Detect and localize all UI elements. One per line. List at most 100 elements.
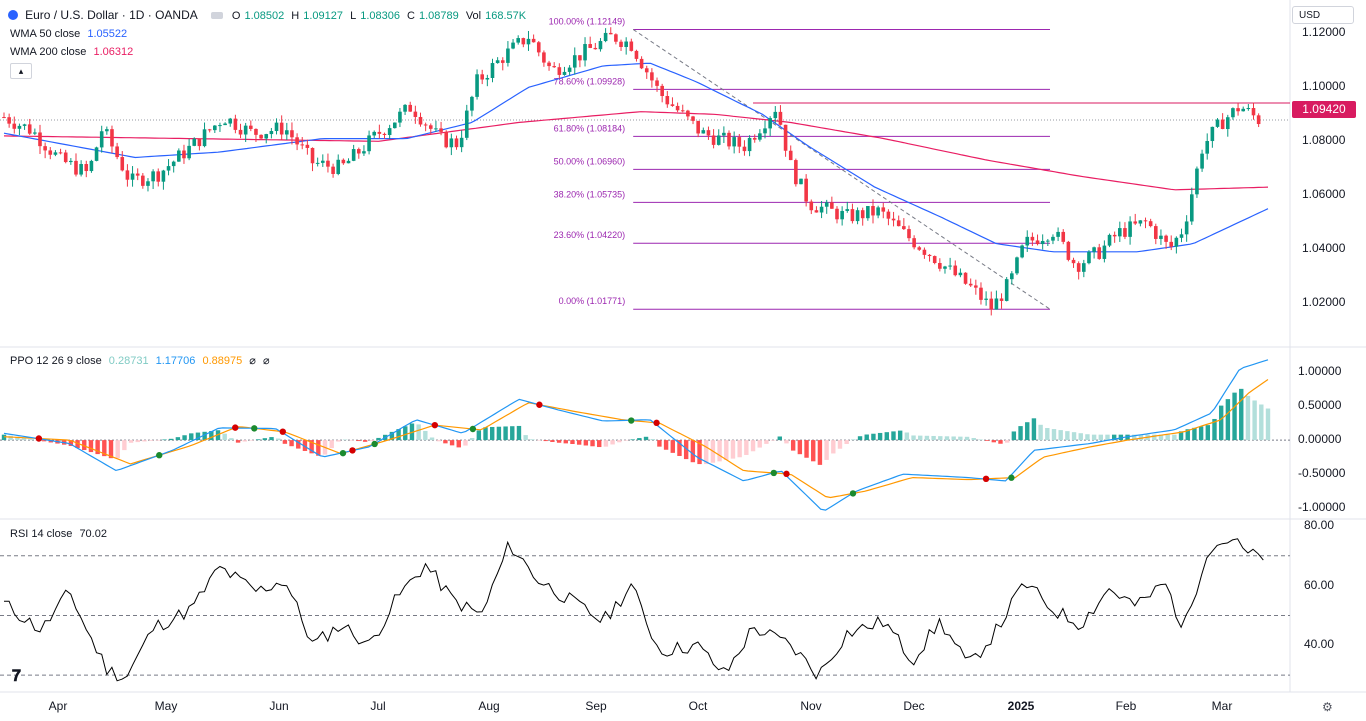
ppo-histogram-bar <box>262 438 268 441</box>
volume-key: Vol <box>465 10 482 22</box>
candle-down <box>578 55 582 61</box>
candle-up <box>824 202 829 207</box>
ppo-histogram-bar <box>777 436 782 441</box>
ppo-histogram-bar <box>623 440 629 441</box>
ppo-histogram-bar <box>1125 434 1130 441</box>
candle-up <box>171 161 176 167</box>
candle-up <box>1010 273 1014 280</box>
candle-up <box>506 48 510 63</box>
candle-down <box>896 220 901 227</box>
candle-up <box>351 149 356 161</box>
candle-down <box>1076 263 1081 272</box>
ppo-histogram-bar <box>630 439 635 441</box>
dash-icon <box>210 12 223 19</box>
ppo-histogram-bar <box>443 440 448 444</box>
candle-down <box>382 133 387 136</box>
candle-down <box>428 125 433 129</box>
hidden-value-icon: ⌀ <box>249 355 256 367</box>
ppo-histogram-bar <box>510 426 515 441</box>
ppo-histogram-bar <box>951 436 956 441</box>
ppo-histogram-bar <box>316 440 321 456</box>
ppo-histogram-bar <box>851 439 856 441</box>
ppo-cross-dot <box>279 428 286 435</box>
candle-down <box>454 138 459 148</box>
fibonacci-retracement: 100.00% (1.12149) 78.60% (1.09928) 61.80% … <box>549 16 1051 310</box>
candle-up <box>94 147 99 161</box>
price-tick-label: 1.06000 <box>1302 187 1346 202</box>
candle-down <box>254 128 258 135</box>
ppo-histogram-bar <box>663 440 669 450</box>
candle-down <box>74 160 78 175</box>
collapse-legend-button[interactable]: ▴ <box>10 63 32 79</box>
ppo-histogram-bar <box>704 440 709 465</box>
candle-up <box>624 41 628 47</box>
ppo-tick-label: -0.50000 <box>1298 466 1346 481</box>
candle-down <box>279 122 284 135</box>
candle-up <box>485 77 490 80</box>
candle-up <box>69 160 73 163</box>
currency-selector[interactable]: USD <box>1292 6 1354 24</box>
rsi-tick-label: 60.00 <box>1304 577 1335 592</box>
ppo-histogram-bar <box>175 437 181 441</box>
ppo-histogram-bar <box>670 440 675 453</box>
ppo-histogram-bar <box>958 436 963 441</box>
candle-down <box>660 85 664 97</box>
time-axis-label: Feb <box>1115 699 1137 713</box>
candle-down <box>912 238 916 248</box>
candle-down <box>1133 221 1138 224</box>
ppo-histogram-bar <box>764 440 769 444</box>
ppo-histogram-bar <box>516 425 522 441</box>
candle-down <box>727 132 731 147</box>
ppo-histogram-bar <box>697 440 702 465</box>
candle-down <box>794 160 798 185</box>
symbol-icon <box>8 10 18 20</box>
ppo-histogram-bar <box>1004 440 1010 443</box>
candle-up <box>1051 236 1055 241</box>
ppo-histogram-bar <box>1085 434 1090 441</box>
ppo-histogram-bar <box>911 435 916 441</box>
candle-down <box>542 52 546 63</box>
candle-up <box>362 151 366 154</box>
ppo-histogram-bar <box>222 433 227 441</box>
ppo-label: PPO 12 26 9 close <box>10 355 102 367</box>
time-axis-label: Jun <box>269 699 289 713</box>
ppo-histogram-bar <box>918 435 923 441</box>
candle-down <box>557 67 562 75</box>
wma200-value: 1.06312 <box>93 46 134 58</box>
ppo-histogram-bar <box>416 424 421 441</box>
time-axis-label: Nov <box>800 699 822 713</box>
candle-down <box>182 150 186 159</box>
candle-up <box>434 128 438 130</box>
candle-down <box>110 129 114 147</box>
candle-up <box>768 118 772 129</box>
candle-up <box>1215 119 1220 127</box>
ppo-signal-line <box>3 379 1269 499</box>
candle-down <box>675 105 680 111</box>
candle-down <box>670 104 675 106</box>
candle-up <box>1020 245 1024 258</box>
candle-up <box>567 67 572 72</box>
ppo-histogram-bar <box>891 431 896 441</box>
candle-down <box>650 72 654 81</box>
ppo-cross-dot <box>770 469 778 477</box>
candle-up <box>1025 236 1030 246</box>
ppo-histogram-bar <box>610 440 615 445</box>
ppo-histogram-bar <box>376 437 381 441</box>
fib-level-label: 50.00% (1.06960) <box>554 156 626 166</box>
candle-down <box>922 249 927 255</box>
time-axis-label: Jul <box>370 699 386 713</box>
candle-up <box>1092 247 1096 252</box>
gear-icon[interactable]: ⚙ <box>1322 700 1333 714</box>
ppo-histogram-bar <box>296 440 301 449</box>
candle-up <box>490 63 495 78</box>
ppo-histogram-bar <box>1105 434 1110 441</box>
time-axis-label: 2025 <box>1007 699 1035 713</box>
candle-down <box>135 173 140 176</box>
candle-up <box>855 210 860 222</box>
rsi-pane <box>0 538 1290 682</box>
candle-down <box>680 110 685 112</box>
candle-up <box>392 122 397 129</box>
candle-down <box>691 116 695 121</box>
ppo-cross-dot <box>35 435 43 442</box>
